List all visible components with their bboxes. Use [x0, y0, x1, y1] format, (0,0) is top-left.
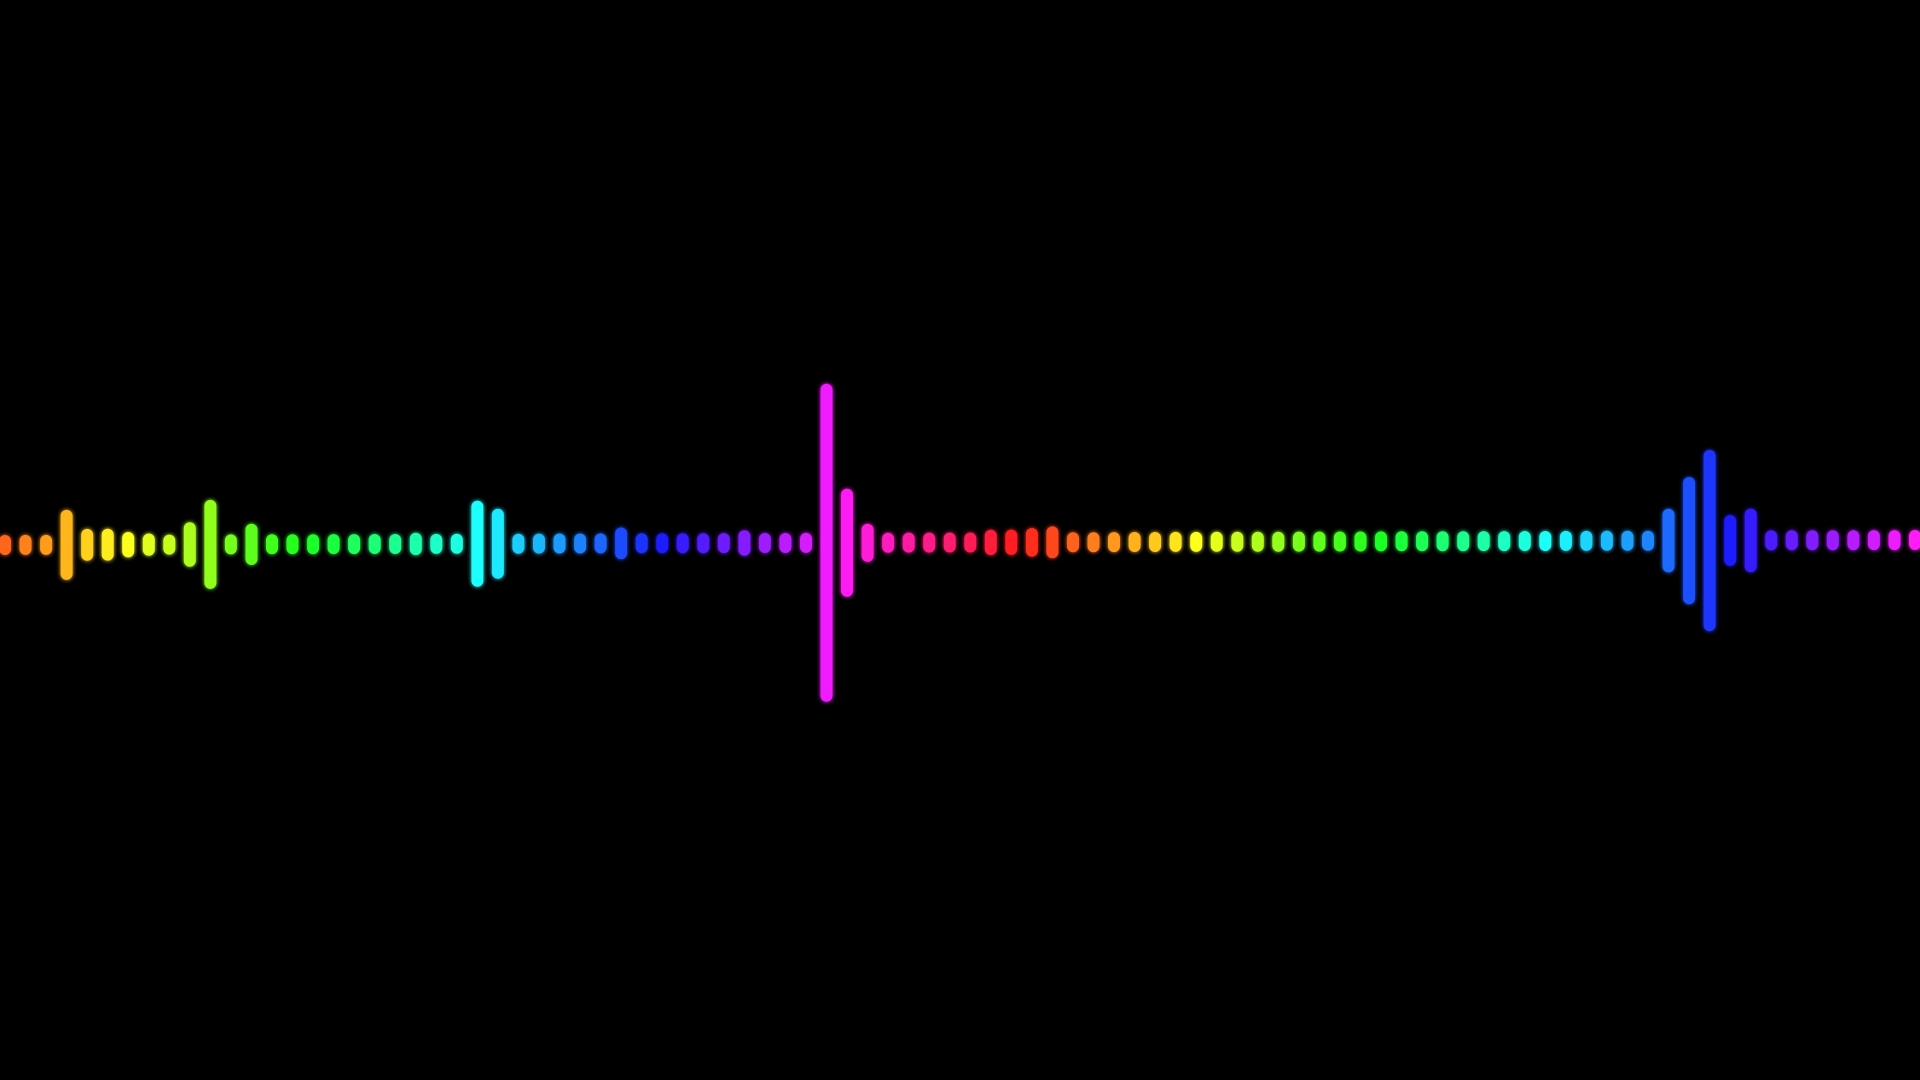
waveform-bar — [327, 534, 340, 555]
waveform-bar — [943, 532, 956, 553]
waveform-bar — [697, 533, 710, 554]
waveform-bars — [0, 383, 1920, 702]
waveform-bar — [348, 534, 361, 555]
waveform-bar — [594, 533, 607, 554]
waveform-bar — [800, 532, 812, 553]
waveform-bar — [1867, 530, 1880, 551]
waveform-bar — [1765, 530, 1778, 551]
waveform-bar — [717, 533, 730, 554]
waveform-bar — [1662, 508, 1675, 573]
waveform-bar — [1375, 531, 1387, 552]
waveform-bar — [615, 527, 628, 560]
waveform-bar — [491, 508, 504, 579]
waveform-bar — [1683, 477, 1696, 605]
waveform-bar — [964, 532, 977, 553]
waveform-bar — [81, 528, 94, 561]
waveform-bar — [758, 533, 771, 553]
waveform-bar — [368, 534, 381, 554]
waveform-bar — [533, 533, 545, 554]
waveform-bar — [1744, 508, 1757, 573]
waveform-bar — [841, 488, 853, 597]
waveform-bar — [389, 534, 402, 554]
waveform-bar — [1067, 532, 1079, 553]
waveform-bar — [1190, 531, 1203, 552]
waveform-bar — [1210, 531, 1223, 552]
waveform-bar — [574, 533, 587, 554]
waveform-bar — [1477, 531, 1490, 552]
waveform-bar — [1292, 531, 1305, 552]
waveform-bar — [512, 533, 525, 554]
waveform-bar — [1354, 531, 1367, 552]
waveform-bar — [553, 533, 566, 554]
waveform-bar — [1559, 530, 1572, 551]
waveform-bar — [1231, 531, 1244, 552]
waveform-bar — [923, 532, 936, 553]
waveform-bar — [1313, 531, 1326, 552]
waveform-bar — [1333, 531, 1346, 552]
waveform-bar — [40, 534, 53, 555]
waveform-bar — [122, 532, 135, 558]
waveform-bar — [183, 522, 196, 567]
waveform-bar — [60, 509, 73, 580]
waveform-bar — [1416, 531, 1429, 552]
waveform-bar — [245, 523, 258, 565]
waveform-bar — [1005, 529, 1018, 555]
waveform-bar — [1642, 530, 1654, 551]
waveform-bar — [307, 534, 320, 555]
waveform-bar — [1785, 530, 1798, 551]
waveform-bar — [409, 532, 422, 556]
waveform-bar — [1128, 532, 1141, 552]
waveform-bar — [0, 535, 11, 555]
waveform-bar — [286, 534, 299, 555]
waveform-bar — [1251, 531, 1264, 552]
waveform-bar — [1847, 530, 1860, 551]
waveform-bar — [1888, 530, 1901, 551]
waveform-bar — [656, 533, 669, 554]
waveform-bar — [1272, 531, 1285, 552]
waveform-bar — [1539, 531, 1552, 551]
waveform-bar — [1046, 526, 1059, 559]
waveform-bar — [163, 534, 176, 555]
waveform-bar — [1518, 531, 1531, 551]
waveform-bar — [1600, 530, 1613, 551]
waveform-bar — [861, 523, 874, 562]
waveform-bar — [1108, 532, 1120, 553]
waveform-bar — [204, 499, 217, 589]
waveform-bar — [1457, 531, 1470, 552]
waveform-bar — [738, 530, 751, 556]
waveform-bar — [142, 533, 155, 556]
waveform-bar — [902, 532, 915, 553]
waveform-bar — [1703, 449, 1716, 632]
waveform-bar — [820, 383, 833, 702]
waveform-bar — [430, 533, 443, 554]
waveform-bar — [984, 529, 997, 556]
waveform-bar — [1087, 532, 1100, 553]
waveform-bar — [450, 533, 463, 554]
waveform-bar — [1724, 515, 1737, 566]
waveform-bar — [1025, 528, 1038, 557]
waveform-bar — [1826, 530, 1839, 551]
waveform-bar — [779, 533, 792, 553]
waveform-bar — [266, 534, 278, 555]
waveform-bar — [101, 528, 114, 561]
waveform-bar — [635, 533, 648, 554]
waveform-bar — [1621, 530, 1634, 551]
waveform-bar — [1395, 531, 1408, 552]
waveform-bar — [676, 533, 689, 554]
waveform-bar — [1498, 531, 1511, 552]
waveform-bar — [1909, 530, 1920, 550]
waveform-bar — [1149, 532, 1162, 552]
waveform-bar — [882, 532, 895, 553]
waveform-bar — [19, 534, 32, 555]
waveform-bar — [1580, 530, 1593, 551]
waveform-bar — [1806, 530, 1819, 551]
waveform-bar — [1436, 531, 1449, 552]
waveform-bar — [224, 534, 237, 555]
waveform-bar — [471, 500, 484, 587]
waveform-bar — [1169, 531, 1182, 552]
